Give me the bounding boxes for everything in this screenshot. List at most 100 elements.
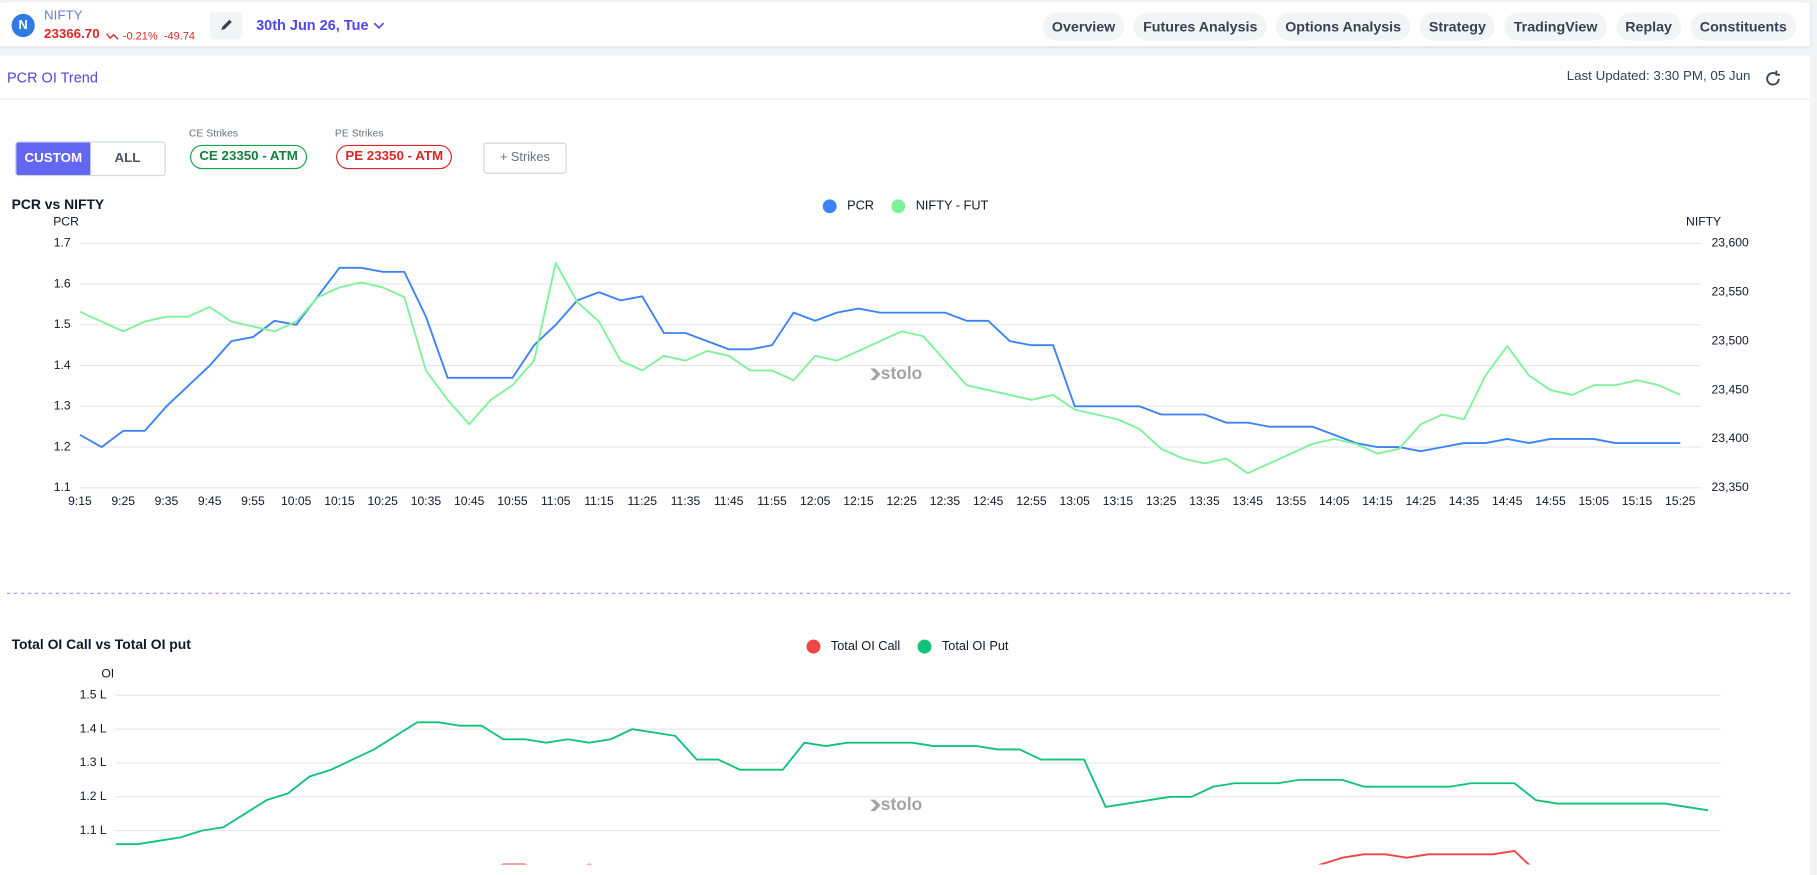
panel — [0, 55, 1811, 875]
x-tick-label: 12:25 — [887, 494, 918, 508]
y-tick-label: 1.6 — [54, 276, 71, 290]
y2-tick-label: 23,450 — [1712, 382, 1749, 396]
x-tick-label: 10:25 — [368, 494, 399, 508]
y-tick-label: 1.2 L — [80, 789, 107, 803]
x-tick-label: 11:05 — [541, 494, 571, 508]
x-tick-label: 12:15 — [843, 494, 874, 508]
legend-label: Total OI Put — [942, 638, 1009, 653]
x-tick-label: 11:25 — [627, 494, 657, 508]
change: -0.21% -49.74 — [123, 30, 195, 43]
y-tick-label: 1.4 — [54, 358, 71, 372]
nav-item[interactable]: Futures Analysis — [1133, 12, 1267, 41]
x-tick-label: 13:15 — [1103, 494, 1134, 508]
x-tick-label: 15:15 — [1622, 494, 1653, 508]
series-line — [115, 721, 1709, 846]
y2-tick-label: 23,550 — [1712, 284, 1749, 298]
change-abs: -49.74 — [163, 30, 196, 43]
trend-icon — [106, 33, 119, 40]
legend-marker — [806, 639, 821, 654]
nav-item[interactable]: Options Analysis — [1275, 12, 1411, 41]
expiry[interactable]: 30th Jun 26, Tue — [256, 17, 369, 34]
x-tick-label: 12:35 — [930, 494, 961, 508]
x-tick-label: 13:35 — [1189, 494, 1220, 508]
mode-toggle: CUSTOM ALL — [15, 141, 166, 177]
refresh-button[interactable] — [1763, 68, 1784, 89]
legend-marker — [822, 199, 837, 214]
series-line — [79, 266, 1681, 453]
change-pct: -0.21% — [122, 30, 158, 43]
price: 23366.70 — [44, 27, 100, 42]
series-line — [500, 850, 1531, 865]
y-tick-label: 1.5 L — [80, 687, 107, 701]
y-tick-label: 1.3 L — [80, 755, 107, 769]
legend-label: NIFTY - FUT — [916, 198, 989, 213]
edit-button[interactable] — [209, 11, 243, 40]
y-tick-label: 1.5 — [54, 317, 71, 331]
x-tick-label: 11:45 — [714, 494, 744, 508]
chart-title: Total OI Call vs Total OI put — [12, 636, 192, 652]
x-tick-label: 10:55 — [497, 494, 528, 508]
x-tick-label: 11:55 — [757, 494, 787, 508]
pe-strike[interactable]: PE 23350 - ATM — [336, 144, 453, 170]
y-tick-label: 1.2 — [54, 439, 71, 453]
x-tick-label: 13:55 — [1276, 494, 1307, 508]
x-tick-label: 10:35 — [411, 494, 442, 508]
x-tick-label: 15:05 — [1579, 494, 1610, 508]
x-tick-label: 13:05 — [1060, 494, 1091, 508]
y-tick-label: 1.1 — [54, 480, 71, 494]
nav: Overview Futures Analysis Options Analysis… — [1042, 12, 1797, 41]
x-tick-label: 11:35 — [671, 494, 701, 508]
ce-label: CE Strikes — [188, 127, 239, 140]
x-tick-label: 10:45 — [454, 494, 485, 508]
x-tick-label: 13:45 — [1233, 494, 1264, 508]
watermark: stolo — [881, 363, 923, 383]
mode-custom[interactable]: CUSTOM — [16, 142, 91, 175]
symbol[interactable]: NIFTY — [44, 9, 83, 24]
legend-marker — [917, 639, 932, 654]
legend-marker — [891, 199, 906, 214]
series-line — [79, 261, 1681, 475]
add-strikes[interactable]: + Strikes — [483, 142, 567, 174]
ce-strike[interactable]: CE 23350 - ATM — [190, 144, 308, 170]
nav-item[interactable]: Replay — [1615, 12, 1682, 41]
x-tick-label: 10:05 — [281, 494, 312, 508]
y-tick-label: 1.1 L — [80, 823, 107, 837]
mode-all[interactable]: ALL — [114, 151, 141, 166]
x-tick-label: 14:35 — [1449, 494, 1480, 508]
x-tick-label: 9:45 — [198, 494, 222, 508]
nav-item[interactable]: Constituents — [1690, 12, 1797, 41]
x-tick-label: 9:25 — [111, 494, 135, 508]
legend-label: Total OI Call — [831, 638, 900, 653]
last-updated: Last Updated: 3:30 PM, 05 Jun — [1566, 69, 1751, 84]
y2-tick-label: 23,400 — [1712, 431, 1749, 445]
y-axis-label: OI — [101, 667, 114, 681]
x-tick-label: 11:15 — [584, 494, 614, 508]
expiry-select[interactable]: 30th Jun 26, Tue — [256, 17, 384, 34]
y-tick-label: 1.4 L — [80, 721, 107, 735]
watermark-icon — [870, 799, 881, 812]
x-tick-label: 12:45 — [973, 494, 1004, 508]
nav-item[interactable]: TradingView — [1504, 12, 1607, 41]
pe-label: PE Strikes — [334, 127, 384, 140]
watermark-icon — [870, 368, 881, 381]
nav-item[interactable]: Overview — [1042, 12, 1125, 41]
x-tick-label: 14:25 — [1406, 494, 1437, 508]
x-tick-label: 14:45 — [1492, 494, 1523, 508]
nav-item[interactable]: Strategy — [1419, 12, 1496, 41]
x-tick-label: 12:05 — [800, 494, 831, 508]
x-tick-label: 10:15 — [324, 494, 355, 508]
y2-tick-label: 23,350 — [1712, 480, 1749, 494]
y2-tick-label: 23,600 — [1712, 236, 1749, 250]
watermark: stolo — [881, 794, 923, 814]
x-tick-label: 13:25 — [1146, 494, 1177, 508]
x-tick-label: 14:15 — [1362, 494, 1393, 508]
x-tick-label: 12:55 — [1016, 494, 1047, 508]
x-tick-label: 14:05 — [1319, 494, 1350, 508]
y2-axis-label: NIFTY — [1686, 215, 1721, 229]
legend-label: PCR — [847, 198, 874, 213]
x-tick-label: 15:25 — [1665, 494, 1696, 508]
top-bar: N NIFTY 23366.70 -0.21% -49.74 30th Jun … — [0, 2, 1811, 47]
chart-title: PCR vs NIFTY — [12, 196, 105, 212]
